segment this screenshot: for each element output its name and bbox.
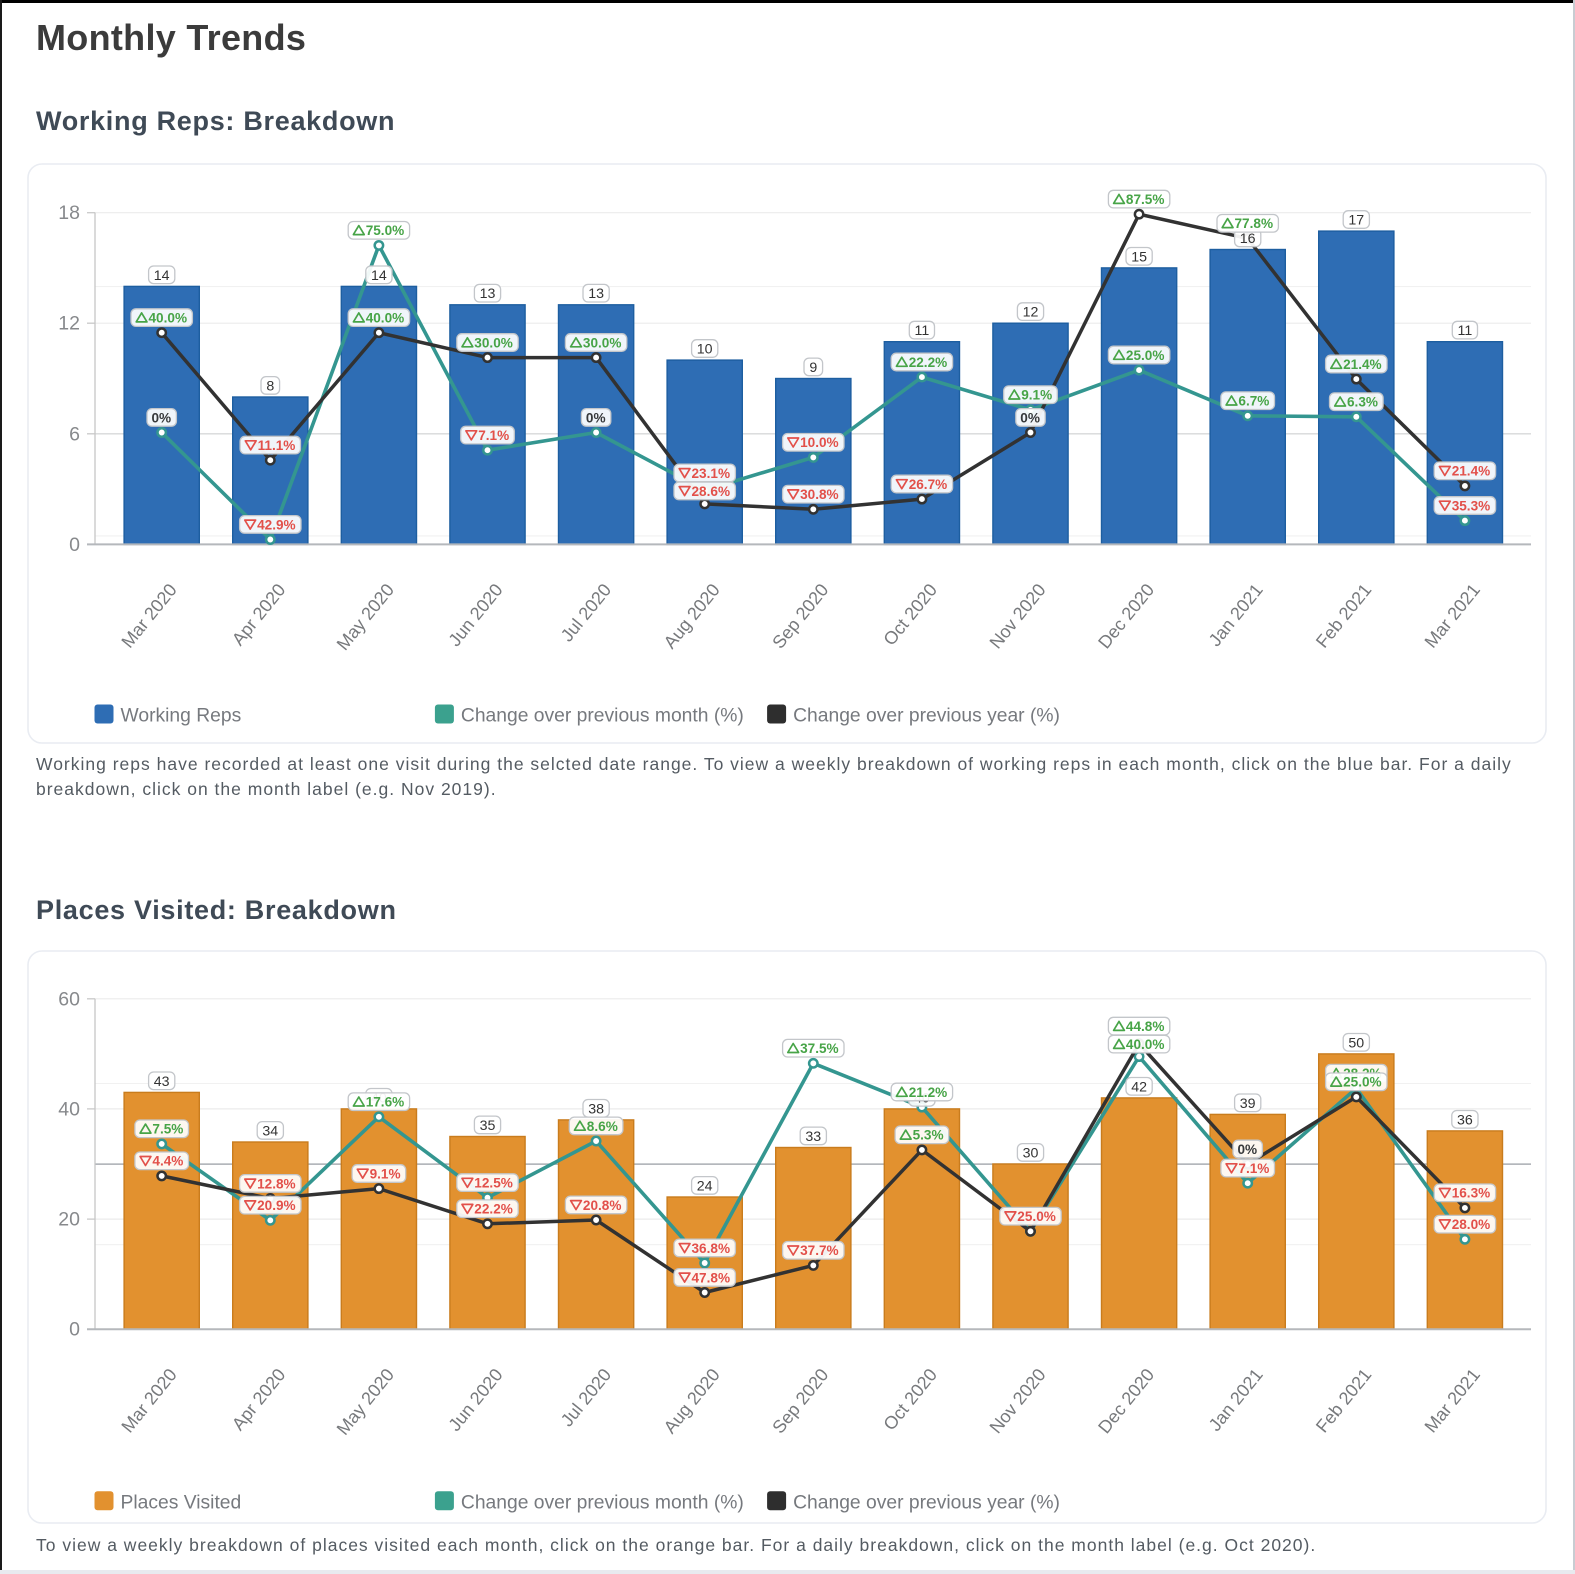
- svg-text:Change over previous year (%): Change over previous year (%): [793, 1493, 1060, 1514]
- svg-text:14: 14: [154, 268, 170, 284]
- svg-text:40.0%: 40.0%: [1126, 1037, 1165, 1052]
- svg-text:40.0%: 40.0%: [149, 311, 188, 326]
- svg-text:12: 12: [58, 313, 80, 335]
- svg-text:16: 16: [1240, 231, 1256, 247]
- svg-text:25.0%: 25.0%: [1017, 1209, 1056, 1224]
- svg-text:15: 15: [1131, 249, 1147, 265]
- svg-text:34: 34: [262, 1123, 278, 1139]
- svg-text:13: 13: [480, 286, 496, 302]
- svg-text:6.3%: 6.3%: [1347, 395, 1378, 410]
- svg-text:4.4%: 4.4%: [152, 1154, 183, 1169]
- svg-text:30: 30: [1023, 1145, 1039, 1161]
- svg-text:23.1%: 23.1%: [692, 466, 731, 481]
- svg-text:8: 8: [266, 378, 274, 394]
- svg-text:30.8%: 30.8%: [800, 487, 839, 502]
- svg-text:77.8%: 77.8%: [1235, 216, 1274, 231]
- svg-text:40.0%: 40.0%: [366, 311, 405, 326]
- svg-text:36: 36: [1457, 1112, 1473, 1128]
- svg-text:9: 9: [809, 360, 817, 376]
- svg-text:Change over previous year (%): Change over previous year (%): [793, 706, 1060, 727]
- svg-text:39: 39: [1240, 1096, 1256, 1112]
- svg-text:28.6%: 28.6%: [692, 484, 731, 499]
- svg-text:13: 13: [588, 286, 604, 302]
- svg-text:11.1%: 11.1%: [258, 438, 296, 453]
- svg-text:10.0%: 10.0%: [800, 435, 839, 450]
- svg-text:43: 43: [154, 1074, 170, 1090]
- svg-text:21.4%: 21.4%: [1343, 357, 1382, 372]
- svg-text:11: 11: [1458, 323, 1473, 339]
- svg-text:11: 11: [915, 323, 930, 339]
- svg-text:37.5%: 37.5%: [800, 1041, 839, 1056]
- svg-text:Change over previous month (%): Change over previous month (%): [461, 1493, 744, 1514]
- svg-text:87.5%: 87.5%: [1126, 192, 1165, 207]
- svg-text:9.1%: 9.1%: [1021, 388, 1052, 403]
- svg-text:16.3%: 16.3%: [1452, 1186, 1491, 1201]
- svg-text:17.6%: 17.6%: [366, 1095, 405, 1110]
- svg-text:22.2%: 22.2%: [474, 1202, 513, 1217]
- svg-text:25.0%: 25.0%: [1126, 348, 1165, 363]
- svg-text:8.6%: 8.6%: [587, 1119, 618, 1134]
- svg-text:0%: 0%: [586, 410, 606, 425]
- svg-text:Places Visited: Places Visited: [121, 1493, 242, 1514]
- svg-text:18: 18: [58, 202, 80, 224]
- svg-text:12: 12: [1023, 305, 1039, 321]
- svg-text:36.8%: 36.8%: [692, 1241, 731, 1256]
- svg-text:75.0%: 75.0%: [366, 223, 405, 238]
- svg-text:38: 38: [588, 1101, 604, 1117]
- svg-text:24: 24: [697, 1178, 713, 1194]
- svg-text:47.8%: 47.8%: [692, 1270, 731, 1285]
- svg-text:60: 60: [58, 988, 80, 1010]
- svg-text:0: 0: [69, 534, 80, 556]
- svg-text:25.0%: 25.0%: [1343, 1075, 1382, 1090]
- svg-text:7.5%: 7.5%: [152, 1122, 183, 1137]
- svg-text:0%: 0%: [152, 410, 172, 425]
- svg-text:21.4%: 21.4%: [1452, 464, 1491, 479]
- svg-text:21.2%: 21.2%: [909, 1085, 948, 1100]
- svg-text:20.9%: 20.9%: [257, 1198, 296, 1213]
- svg-text:0%: 0%: [1238, 1142, 1258, 1157]
- svg-text:35.3%: 35.3%: [1452, 498, 1491, 513]
- svg-text:33: 33: [805, 1129, 821, 1145]
- svg-text:28.0%: 28.0%: [1452, 1217, 1491, 1232]
- svg-text:14: 14: [371, 268, 387, 284]
- svg-text:0: 0: [69, 1319, 80, 1341]
- svg-text:44.8%: 44.8%: [1126, 1019, 1165, 1034]
- svg-text:17: 17: [1348, 213, 1364, 229]
- svg-text:10: 10: [697, 342, 713, 358]
- svg-text:20: 20: [58, 1209, 80, 1231]
- svg-text:6.7%: 6.7%: [1238, 394, 1269, 409]
- svg-text:5.3%: 5.3%: [913, 1128, 944, 1143]
- svg-text:9.1%: 9.1%: [370, 1166, 401, 1181]
- svg-text:7.1%: 7.1%: [1238, 1161, 1269, 1176]
- svg-text:Change over previous month (%): Change over previous month (%): [461, 706, 744, 727]
- svg-text:50: 50: [1348, 1035, 1364, 1051]
- svg-text:Working Reps: Working Reps: [121, 706, 242, 727]
- svg-text:30.0%: 30.0%: [474, 335, 513, 350]
- svg-text:12.8%: 12.8%: [257, 1176, 296, 1191]
- svg-text:30.0%: 30.0%: [583, 335, 622, 350]
- svg-text:42: 42: [1131, 1079, 1147, 1095]
- svg-text:0%: 0%: [1020, 410, 1040, 425]
- svg-text:40: 40: [58, 1098, 80, 1120]
- svg-text:37.7%: 37.7%: [800, 1243, 839, 1258]
- svg-text:22.2%: 22.2%: [909, 355, 948, 370]
- svg-text:26.7%: 26.7%: [909, 477, 948, 492]
- svg-text:12.5%: 12.5%: [474, 1176, 513, 1191]
- svg-text:35: 35: [480, 1118, 496, 1134]
- svg-text:20.8%: 20.8%: [583, 1198, 622, 1213]
- svg-text:6: 6: [69, 423, 80, 445]
- svg-text:42.9%: 42.9%: [257, 517, 296, 532]
- svg-text:7.1%: 7.1%: [478, 428, 509, 443]
